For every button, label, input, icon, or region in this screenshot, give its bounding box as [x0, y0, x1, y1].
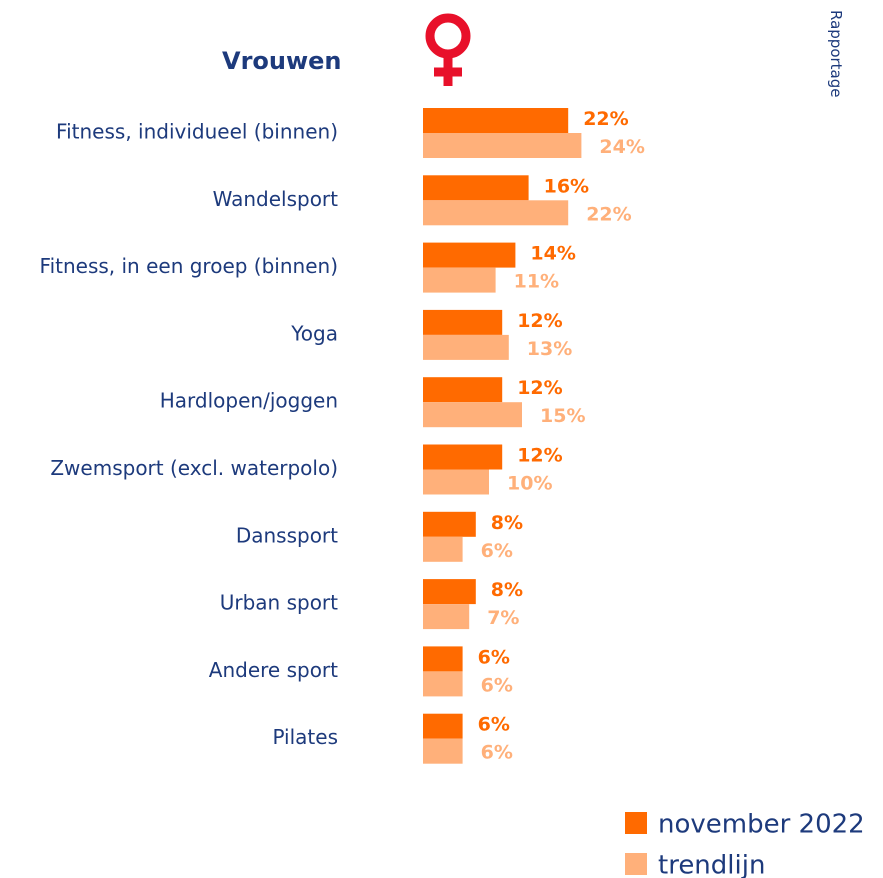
- bar: [423, 444, 503, 470]
- bar: [423, 334, 509, 360]
- bar: [423, 309, 503, 335]
- value-label: 6%: [478, 714, 510, 736]
- bar: [423, 175, 529, 201]
- value-label: 6%: [481, 540, 513, 562]
- bar: [423, 579, 476, 605]
- legend-label: november 2022: [658, 810, 865, 840]
- category-label: Andere sport: [209, 658, 338, 682]
- bar: [423, 511, 476, 537]
- bar: [423, 738, 463, 764]
- value-label: 10%: [507, 473, 552, 495]
- category-label: Pilates: [272, 725, 338, 749]
- legend-label: trendlijn: [658, 851, 765, 878]
- category-label: Fitness, in een groep (binnen): [40, 254, 338, 278]
- value-label: 7%: [487, 607, 519, 629]
- bar: [423, 469, 489, 495]
- value-label: 13%: [527, 338, 572, 360]
- category-label: Zwemsport (excl. waterpolo): [50, 456, 338, 480]
- value-label: 8%: [491, 512, 523, 534]
- bar: [423, 713, 463, 739]
- value-label: 16%: [544, 175, 589, 197]
- bar: [423, 267, 496, 293]
- bar: [423, 200, 569, 226]
- category-label: Yoga: [290, 321, 338, 345]
- bar: [423, 377, 503, 403]
- value-label: 14%: [530, 243, 575, 265]
- bar: [423, 402, 522, 428]
- bar: [423, 133, 582, 158]
- category-label: Urban sport: [220, 591, 338, 615]
- value-label: 22%: [586, 203, 631, 225]
- value-label: 15%: [540, 405, 585, 427]
- value-label: 12%: [517, 310, 562, 332]
- value-label: 12%: [517, 377, 562, 399]
- bar: [423, 604, 470, 630]
- value-label: 6%: [481, 674, 513, 696]
- value-label: 12%: [517, 445, 562, 467]
- chart-title: Vrouwen: [222, 47, 342, 75]
- bar: [423, 242, 516, 268]
- category-label: Danssport: [236, 523, 338, 547]
- female-icon: [425, 13, 471, 86]
- bar: [423, 646, 463, 672]
- legend-swatch: [625, 812, 647, 834]
- bar: [423, 108, 569, 133]
- value-label: 11%: [514, 271, 559, 293]
- value-label: 6%: [478, 646, 510, 668]
- value-label: 22%: [583, 108, 628, 130]
- legend-swatch: [625, 853, 647, 875]
- bar: [423, 671, 463, 697]
- value-label: 24%: [599, 136, 644, 158]
- value-label: 6%: [481, 742, 513, 764]
- category-label: Fitness, individueel (binnen): [56, 120, 338, 144]
- side-label: Rapportage: [827, 10, 845, 98]
- bar: [423, 536, 463, 562]
- category-label: Wandelsport: [213, 187, 339, 211]
- value-label: 8%: [491, 579, 523, 601]
- category-label: Hardlopen/joggen: [160, 389, 338, 413]
